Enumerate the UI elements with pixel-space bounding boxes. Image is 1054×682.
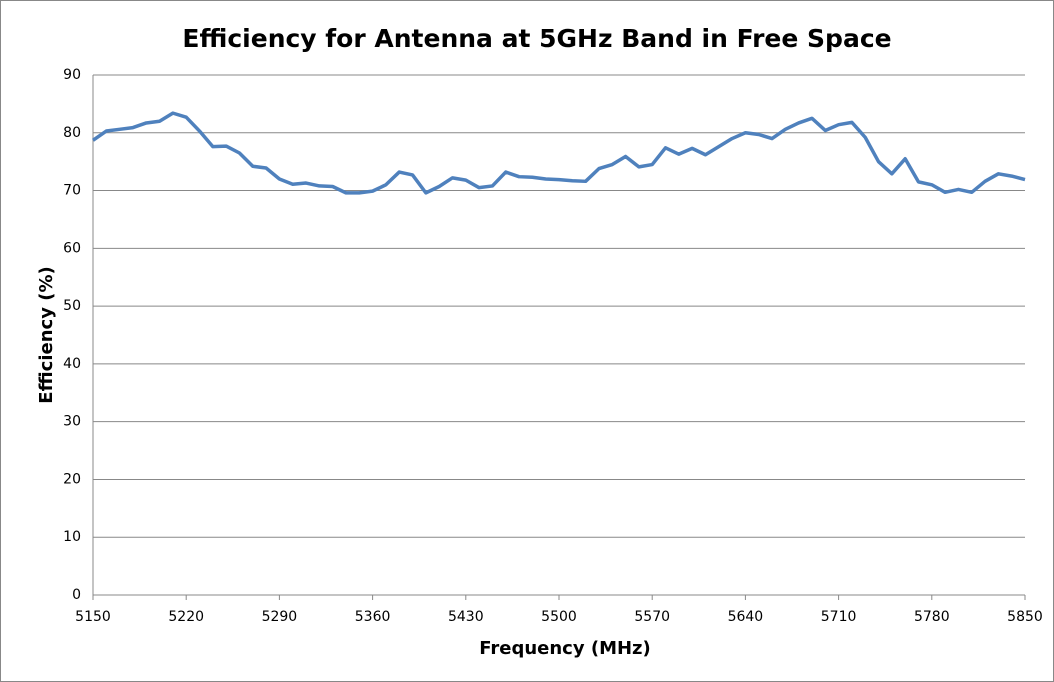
y-tick-label: 40	[63, 356, 81, 372]
x-tick-label: 5570	[634, 609, 670, 625]
x-tick-label: 5710	[821, 609, 857, 625]
data-line	[92, 111, 1026, 195]
x-tick-label: 5430	[448, 609, 484, 625]
y-tick-label: 50	[63, 298, 81, 314]
y-tick-label: 30	[63, 414, 81, 430]
x-tick-label: 5500	[541, 609, 577, 625]
x-tick-label: 5640	[728, 609, 764, 625]
x-tick-label: 5290	[262, 609, 298, 625]
x-tick-label: 5150	[75, 609, 111, 625]
chart-title: Efficiency for Antenna at 5GHz Band in F…	[182, 24, 891, 53]
y-axis-label: Efficiency (%)	[36, 266, 57, 403]
y-tick-label: 60	[63, 240, 81, 256]
y-tick-label: 80	[63, 125, 81, 141]
x-tick-label: 5360	[355, 609, 391, 625]
y-tick-label: 20	[63, 471, 81, 487]
x-axis-label: Frequency (MHz)	[479, 638, 651, 659]
y-tick-label: 90	[63, 67, 81, 83]
y-tick-label: 70	[63, 183, 81, 199]
x-tick-label: 5850	[1007, 609, 1043, 625]
y-tick-label: 0	[72, 587, 81, 603]
x-tick-label: 5220	[168, 609, 204, 625]
x-tick-label: 5780	[914, 609, 950, 625]
y-tick-label: 10	[63, 529, 81, 545]
